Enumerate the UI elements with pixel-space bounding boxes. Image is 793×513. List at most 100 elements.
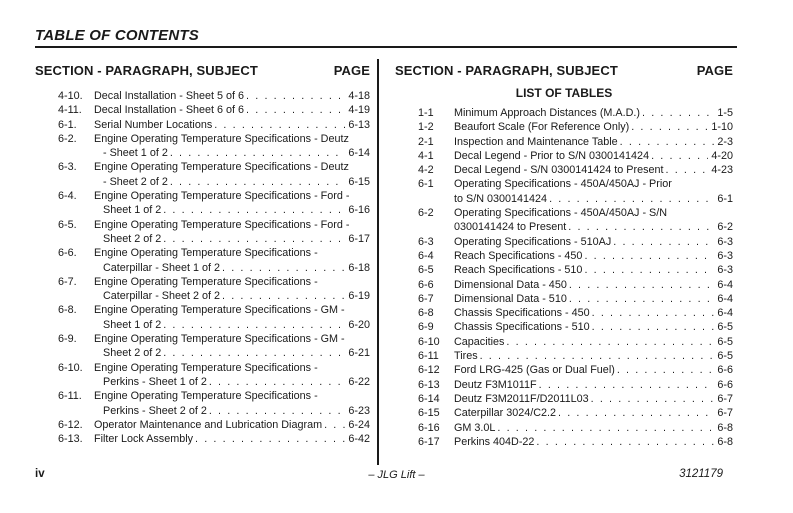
entry-page: 6-4 xyxy=(717,307,733,320)
entry-text: Perkins - Sheet 2 of 2 xyxy=(103,404,207,417)
entry-text: Operator Maintenance and Lubrication Dia… xyxy=(94,418,323,431)
entry-text: Sheet 2 of 2 xyxy=(103,347,162,360)
entry-number: 6-7. xyxy=(58,275,77,288)
entry-number: 6-1 xyxy=(418,178,434,191)
dot-leader xyxy=(592,306,715,320)
entry-number: 6-4 xyxy=(418,249,434,262)
entry-page: 6-2 xyxy=(717,221,733,234)
toc-entry: 6-13. Filter Lock Assembly 6-42 xyxy=(35,432,370,446)
dot-leader xyxy=(170,175,346,189)
dot-leader xyxy=(214,118,345,132)
dot-leader xyxy=(569,292,715,306)
entry-text: - Sheet 2 of 2 xyxy=(103,175,168,188)
toc-entry: 6-11. Engine Operating Temperature Specif… xyxy=(35,389,370,418)
toc-entry: 4-11. Decal Installation - Sheet 6 of 6 4-… xyxy=(35,103,370,117)
entry-line: - Sheet 1 of 2 6-14 xyxy=(94,146,370,160)
dot-leader xyxy=(642,106,714,120)
dot-leader xyxy=(584,249,714,263)
entry-text: Chassis Specifications - 510 xyxy=(454,321,590,334)
entry-number: 6-4. xyxy=(58,190,77,203)
entry-text: Minimum Approach Distances (M.A.D.) xyxy=(454,107,640,119)
toc-entry: 6-17 Perkins 404D-22 6-8 xyxy=(395,435,733,449)
dot-leader xyxy=(170,146,346,160)
entry-line: Dimensional Data - 450 6-4 xyxy=(454,278,733,292)
entry-number: 6-2 xyxy=(418,207,434,220)
toc-entry: 6-3. Engine Operating Temperature Specifi… xyxy=(35,160,370,189)
dot-leader xyxy=(558,406,714,420)
entry-page: 6-22 xyxy=(348,375,370,388)
entry-number: 6-17 xyxy=(418,435,440,448)
entry-number: 6-10 xyxy=(418,335,440,348)
dot-leader xyxy=(246,89,345,103)
entry-line: Minimum Approach Distances (M.A.D.) 1-5 xyxy=(454,106,733,120)
entry-page: 6-16 xyxy=(348,204,370,217)
entry-text: Deutz F3M1011F xyxy=(454,378,537,391)
entry-line: Filter Lock Assembly 6-42 xyxy=(94,432,370,446)
entry-page: 6-3 xyxy=(717,249,733,262)
entry-number: 6-5. xyxy=(58,218,77,231)
entry-line: Reach Specifications - 450 6-3 xyxy=(454,249,733,263)
toc-entry: 6-10 Capacities 6-5 xyxy=(395,335,733,349)
entry-number: 6-13 xyxy=(418,378,440,391)
dot-leader xyxy=(591,392,715,406)
entry-text: Engine Operating Temperature Specificati… xyxy=(94,304,345,317)
entry-number: 6-5 xyxy=(418,264,434,277)
entry-line: Perkins 404D-22 6-8 xyxy=(454,435,733,449)
dot-leader xyxy=(584,263,714,277)
entry-page: 6-3 xyxy=(717,235,733,248)
entry-page: 6-1 xyxy=(717,192,733,205)
entry-number: 4-1 xyxy=(418,149,434,162)
entry-page: 6-14 xyxy=(348,147,370,160)
entry-number: 6-9. xyxy=(58,333,77,346)
entry-page: 1-5 xyxy=(717,107,733,119)
entry-text: Filter Lock Assembly xyxy=(94,433,194,446)
dot-leader xyxy=(539,378,715,392)
entry-page: 6-3 xyxy=(717,264,733,277)
entry-number: 1-1 xyxy=(418,107,434,119)
footer-center-text: – JLG Lift – xyxy=(368,469,425,481)
toc-entry: 6-8. Engine Operating Temperature Specifi… xyxy=(35,303,370,332)
entry-number: 6-11 xyxy=(418,350,439,363)
entry-number: 4-2 xyxy=(418,164,434,177)
entry-text: Inspection and Maintenance Table xyxy=(454,135,618,148)
dot-leader xyxy=(163,346,345,360)
entry-page: 6-4 xyxy=(717,278,733,291)
toc-entry: 6-3 Operating Specifications - 510AJ 6-3 xyxy=(395,235,733,249)
entry-line: Sheet 1 of 2 6-20 xyxy=(94,318,370,332)
entry-line: Deutz F3M2011F/D2011L03 6-7 xyxy=(454,392,733,406)
entry-line: Decal Legend - Prior to S/N 0300141424 4-… xyxy=(454,149,733,163)
entry-number: 2-1 xyxy=(418,135,434,148)
entry-page: 6-13 xyxy=(348,118,370,131)
entry-number: 4-11. xyxy=(58,104,82,117)
dot-leader xyxy=(497,421,714,435)
dot-leader xyxy=(163,318,345,332)
entry-line: Caterpillar - Sheet 1 of 2 6-18 xyxy=(94,261,370,275)
dot-leader xyxy=(592,320,715,334)
entry-page: 6-42 xyxy=(348,433,370,446)
entry-number: 6-14 xyxy=(418,392,440,405)
entry-text: to S/N 0300141424 xyxy=(454,192,548,205)
entry-text: Ford LRG-425 (Gas or Dual Fuel) xyxy=(454,364,615,377)
entry-text: Engine Operating Temperature Specificati… xyxy=(94,161,349,174)
dot-leader xyxy=(620,135,715,149)
toc-entry: 6-1. Serial Number Locations 6-13 xyxy=(35,118,370,132)
toc-entry: 6-15 Caterpillar 3024/C2.2 6-7 xyxy=(395,406,733,420)
entry-line: Sheet 1 of 2 6-16 xyxy=(94,203,370,217)
entry-text: Operating Specifications - 510AJ xyxy=(454,235,612,248)
section-paragraph-subject-label: SECTION - PARAGRAPH, SUBJECT xyxy=(395,63,618,78)
dot-leader xyxy=(163,232,345,246)
entry-text: Caterpillar - Sheet 1 of 2 xyxy=(103,261,221,274)
dot-leader xyxy=(222,261,345,275)
entry-page: 6-5 xyxy=(717,321,733,334)
entry-page: 1-10 xyxy=(711,121,733,134)
dot-leader xyxy=(222,289,345,303)
entry-page: 6-15 xyxy=(348,175,370,188)
entry-page: 6-21 xyxy=(348,347,370,360)
entry-page: 6-19 xyxy=(348,290,370,303)
entry-text: Serial Number Locations xyxy=(94,118,213,131)
entry-line: Serial Number Locations 6-13 xyxy=(94,118,370,132)
toc-entry: 6-2. Engine Operating Temperature Specifi… xyxy=(35,132,370,161)
toc-entry: 6-8 Chassis Specifications - 450 6-4 xyxy=(395,306,733,320)
entry-number: 6-11. xyxy=(58,390,82,403)
entry-line: 0300141424 to Present 6-2 xyxy=(454,220,733,234)
